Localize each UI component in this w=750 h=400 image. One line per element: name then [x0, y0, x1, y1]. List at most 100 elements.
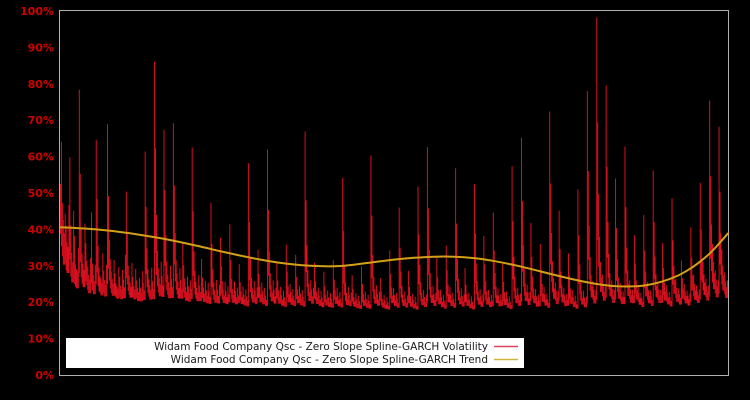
volatility-bar: [558, 210, 560, 301]
volatility-bar: [672, 240, 674, 285]
volatility-bar: [451, 300, 453, 306]
volatility-bar: [450, 294, 452, 306]
volatility-bar: [656, 286, 658, 298]
volatility-bar: [413, 304, 415, 309]
volatility-bar: [257, 249, 259, 299]
volatility-bar: [571, 289, 573, 305]
volatility-bar: [111, 278, 113, 296]
volatility-bar: [711, 224, 713, 272]
volatility-bar: [133, 286, 135, 300]
volatility-bar: [396, 298, 398, 308]
volatility-bar: [132, 277, 134, 298]
volatility-bar: [181, 288, 183, 299]
volatility-bar: [121, 289, 123, 300]
volatility-bar: [645, 271, 647, 297]
volatility-bar: [159, 284, 161, 297]
volatility-bar: [584, 297, 585, 308]
volatility-bar: [705, 278, 707, 298]
volatility-bar: [611, 280, 613, 300]
volatility-bar: [725, 281, 727, 298]
volatility-bar: [383, 294, 385, 308]
volatility-bar: [249, 222, 251, 280]
volatility-bar: [219, 284, 220, 304]
volatility-bar: [189, 280, 191, 302]
volatility-bar: [643, 214, 645, 308]
volatility-bar: [485, 281, 487, 301]
volatility-bar: [616, 259, 618, 292]
volatility-bar: [627, 270, 629, 297]
volatility-bar: [518, 294, 520, 306]
volatility-bar: [394, 295, 395, 307]
volatility-bar: [393, 288, 394, 304]
volatility-bar: [122, 269, 124, 300]
volatility-bar: [712, 243, 713, 283]
volatility-bar: [64, 213, 66, 265]
volatility-bar: [689, 293, 691, 306]
volatility-bar: [368, 300, 370, 309]
volatility-bar: [292, 289, 294, 305]
volatility-bar: [193, 251, 195, 288]
volatility-bar: [419, 265, 421, 296]
volatility-bar: [665, 285, 667, 302]
volatility-bar: [427, 208, 429, 275]
volatility-bar: [370, 155, 372, 309]
volatility-bar: [604, 286, 606, 301]
volatility-bar: [692, 275, 694, 291]
volatility-bar: [529, 292, 531, 306]
volatility-bar: [384, 300, 386, 309]
volatility-bar: [277, 280, 279, 301]
volatility-bar: [461, 296, 463, 307]
volatility-bar: [186, 291, 188, 301]
volatility-bar: [93, 281, 95, 295]
volatility-bar: [519, 300, 521, 306]
volatility-bar: [409, 286, 410, 304]
volatility-bar: [457, 278, 459, 301]
volatility-bar: [637, 285, 639, 302]
volatility-bar: [615, 178, 617, 300]
volatility-bar: [506, 298, 508, 308]
volatility-bar: [305, 200, 307, 273]
volatility-bar: [167, 274, 169, 295]
volatility-bar: [164, 190, 166, 266]
volatility-bar: [298, 285, 300, 304]
volatility-bar: [455, 168, 457, 308]
volatility-bar: [200, 292, 202, 301]
volatility-bar: [217, 289, 219, 304]
volatility-bar: [98, 267, 100, 292]
volatility-bar: [434, 300, 436, 306]
volatility-bar: [327, 290, 329, 306]
volatility-bar: [559, 249, 561, 289]
volatility-bar: [622, 291, 624, 305]
volatility-bar: [112, 283, 114, 296]
volatility-bar: [395, 292, 397, 307]
volatility-bar: [285, 244, 287, 307]
volatility-bar: [235, 297, 237, 305]
volatility-bar: [505, 291, 507, 306]
volatility-bar: [650, 296, 652, 306]
volatility-bar: [696, 285, 697, 301]
volatility-bar: [104, 280, 106, 297]
volatility-bar: [75, 264, 76, 287]
volatility-bar: [296, 277, 298, 300]
volatility-bar: [472, 301, 474, 310]
volatility-bar: [659, 295, 661, 303]
volatility-bar: [89, 279, 91, 294]
volatility-bar: [642, 301, 644, 308]
volatility-bar: [238, 263, 240, 304]
volatility-bar: [70, 225, 72, 277]
volatility-bar: [644, 250, 646, 289]
y-axis-tick-100pct: 100%: [20, 5, 54, 18]
volatility-bar: [242, 286, 244, 305]
volatility-bar: [710, 176, 712, 259]
volatility-bar: [336, 288, 338, 304]
volatility-bar: [709, 100, 711, 297]
volatility-bar: [533, 288, 535, 304]
volatility-bar: [245, 289, 247, 306]
volatility-bar: [599, 236, 601, 283]
volatility-bar: [429, 273, 431, 298]
volatility-bar: [584, 302, 586, 308]
volatility-bar: [102, 253, 104, 296]
volatility-bar: [333, 279, 335, 300]
volatility-bar: [281, 294, 283, 306]
volatility-bar: [620, 291, 622, 304]
